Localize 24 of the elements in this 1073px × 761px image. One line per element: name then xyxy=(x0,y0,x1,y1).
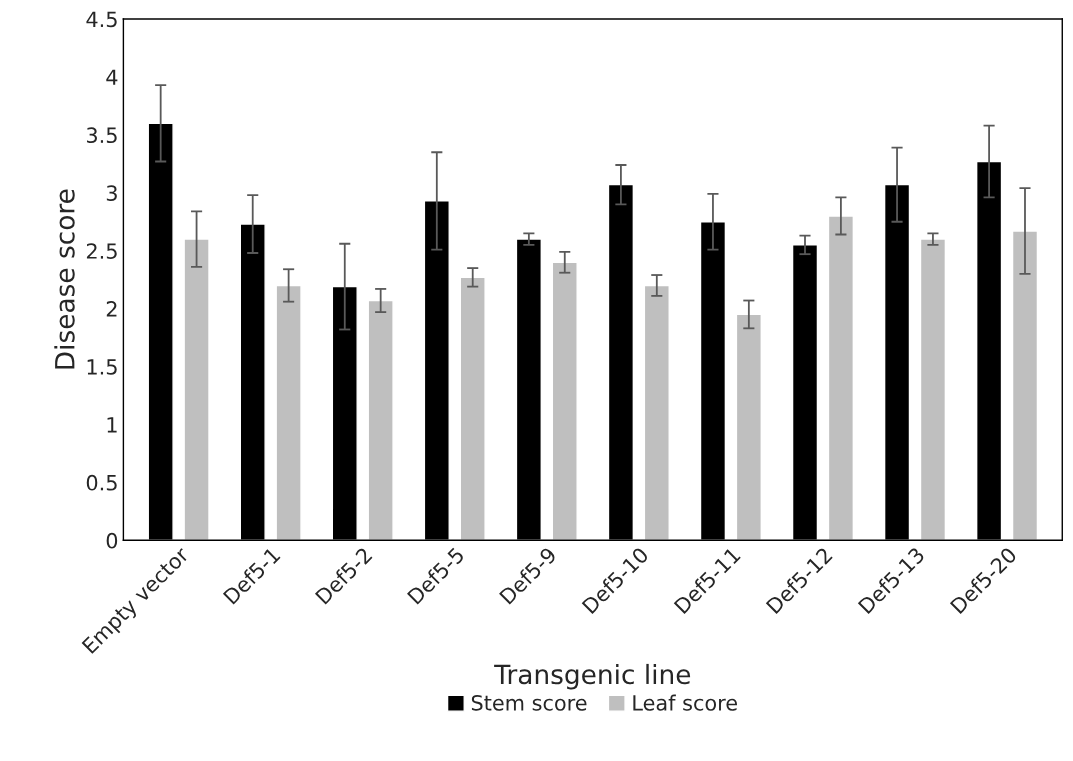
y-tick-label: 4.5 xyxy=(86,11,117,28)
legend-label: Stem score xyxy=(471,694,587,711)
y-tick-label: 0 xyxy=(106,532,118,549)
y-tick-label: 2 xyxy=(106,301,117,317)
bar xyxy=(827,215,855,541)
bar xyxy=(459,276,486,541)
y-tick-label: 0.5 xyxy=(86,474,117,491)
y-tick-label: 3 xyxy=(106,185,117,201)
bar xyxy=(643,284,670,541)
y-tick-label: 1.5 xyxy=(87,359,117,375)
bar xyxy=(919,238,947,541)
y-tick-label: 1 xyxy=(107,417,117,433)
bar xyxy=(735,313,762,541)
bar xyxy=(1011,230,1039,541)
bar xyxy=(367,299,394,541)
y-axis-title: Disease score xyxy=(54,189,75,369)
y-tick-label: 3.5 xyxy=(86,127,117,144)
legend-label: Leaf score xyxy=(633,694,737,711)
bar xyxy=(551,261,578,541)
bar xyxy=(275,284,302,541)
y-tick-label: 2.5 xyxy=(86,243,117,259)
x-axis-title: Transgenic line xyxy=(494,663,691,690)
bar xyxy=(183,238,210,541)
y-tick-label: 4 xyxy=(106,69,118,85)
